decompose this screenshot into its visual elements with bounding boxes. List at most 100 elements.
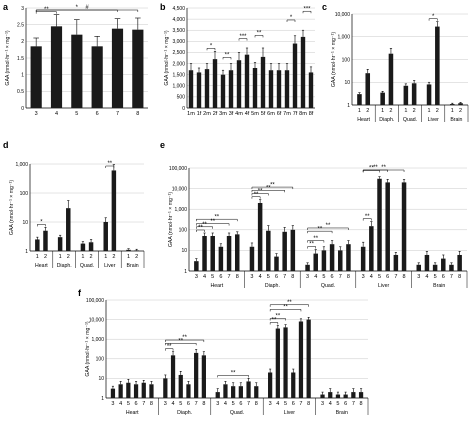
panel-f-significance-bracket [165,348,174,351]
panel-d-y-axis-label: GAA (nmol·hr⁻¹ × mg⁻¹) [9,180,15,235]
panel-b-significance-label: ** [257,31,262,37]
panel-e-significance-label: ** [309,242,314,248]
panel-e-bar [385,182,390,271]
panel-f-bar [163,378,168,398]
panel-f-bar [335,394,341,398]
panel-d-bar [80,243,86,251]
panel-f-group-label: Quad. [230,410,244,416]
panel-f-xtick: 7 [352,401,355,407]
panel-f-group-label: Diaph. [177,410,192,416]
panel-f-xtick: 3 [216,401,219,407]
panel-c-xtick: 2 [366,108,369,114]
panel-f-xtick: 5 [127,401,130,407]
panel-b-bar [300,36,306,109]
panel-e-xtick: 6 [219,274,222,280]
panel-f-xtick: 8 [360,401,363,407]
panel-f-bar [306,319,311,398]
panel-c-group-label: Liver [428,117,440,123]
panel-e-significance-label: ** [317,226,322,232]
panel-b-xtick: 3m [219,111,227,117]
panel-e-bar [218,246,224,271]
panel-f-xtick: 6 [344,401,347,407]
panel-e-xtick: 8 [291,274,294,280]
panel-b-ytick: 0 [182,106,185,112]
panel-e-xtick: 8 [458,274,461,280]
panel-c-bar [380,92,385,105]
panel-b-xtick: 4m [235,111,243,117]
panel-f-bar [149,384,154,398]
panel-e-bar [321,250,327,271]
panel-e-bar [441,258,446,271]
panel-b-significance-label: * [210,44,213,50]
panel-c-bar [458,103,463,105]
panel-b-significance-label: *** [303,6,311,12]
panel-b-bar [228,70,234,108]
panel-e-xtick: 4 [314,274,317,280]
panel-b-bar [244,54,250,108]
panel-e-significance-label: ** [381,165,386,171]
panel-f-xtick: 8 [150,401,153,407]
panel-c-xtick: 1 [381,108,384,114]
panel-e-xtick: 3 [250,274,253,280]
panel-f-significance-label: ** [283,305,288,311]
panel-f-y-axis-label: GAA (nmol·hr⁻¹ × mg⁻¹) [85,321,91,376]
panel-f-bar [320,394,325,398]
panel-c-group-label: Heart [357,117,370,123]
panel-d-xtick: 2 [67,254,70,260]
panel-b-ytick: 3,000 [172,39,185,45]
panel-b-bar [196,72,202,108]
panel-e-significance-label: ** [254,192,259,198]
panel-b-ytick: 4,000 [172,17,185,23]
panel-c-ytick: 1,000 [337,35,350,41]
panel-b-xtick: 7f [293,111,298,117]
panel-f-xtick: 4 [119,401,122,407]
panel-e-bar [313,253,318,271]
panel-a-xtick: 4 [55,111,58,117]
panel-e-significance-bracket [251,196,261,199]
panel-e-xtick: 8 [403,274,406,280]
panel-d-xtick: 1 [81,254,84,260]
panel-f-significance-label: ** [231,371,236,377]
panel-c-significance-label: * [432,14,435,20]
panel-e-xtick: 5 [322,274,325,280]
panel-a-xtick: 8 [136,111,139,117]
panel-e-bar [266,230,271,271]
panel-e-bar [329,244,335,271]
panel-f-xtick: 5 [232,401,235,407]
panel-f-significance-bracket [165,339,205,343]
panel-b-ytick: 3,500 [172,28,185,34]
panel-d-xtick: 1 [59,254,62,260]
panel-e-significance-bracket [362,169,405,172]
panel-f-group-label: Heart [126,410,139,416]
panel-f-bar [238,386,243,398]
panel-d-xtick: 2 [44,254,47,260]
panel-e-xtick: 6 [275,274,278,280]
panel-a-bar [50,26,63,108]
panel-d-bar [57,237,63,251]
panel-b-bar [260,56,266,108]
panel-f-xtick: 7 [195,401,198,407]
panel-b-xtick: 8f [309,111,314,117]
panel-f-bar [358,392,364,398]
panel-e-bar [194,261,199,271]
panel-f-xtick: 8 [202,401,205,407]
panel-e-significance-label: ** [326,223,331,229]
panel-b-xtick: 4f [245,111,250,117]
panel-d-ytick: 100 [20,191,29,197]
panel-f-bar [141,382,146,398]
panel-b-significance-bracket [238,38,248,41]
panel-f-bar [223,384,228,398]
panel-e-bar [377,178,382,271]
panel-b-significance-label: *** [239,34,247,40]
panel-c-group-label: Brain [450,117,462,123]
panel-c-y-axis-label: GAA (nmol·hr⁻¹ × mg⁻¹) [331,32,337,87]
panel-c-bar [403,85,409,105]
panel-e-bar [449,264,454,271]
panel-e-significance-bracket [362,218,372,221]
panel-d-xtick: 1 [127,254,130,260]
panel-a-ytick: 1 [21,72,24,78]
panel-e-significance-label: ** [198,225,203,231]
panel-e-bar [202,236,207,271]
panel-e-xtick: 4 [370,274,373,280]
panel-b-bar [236,60,242,108]
